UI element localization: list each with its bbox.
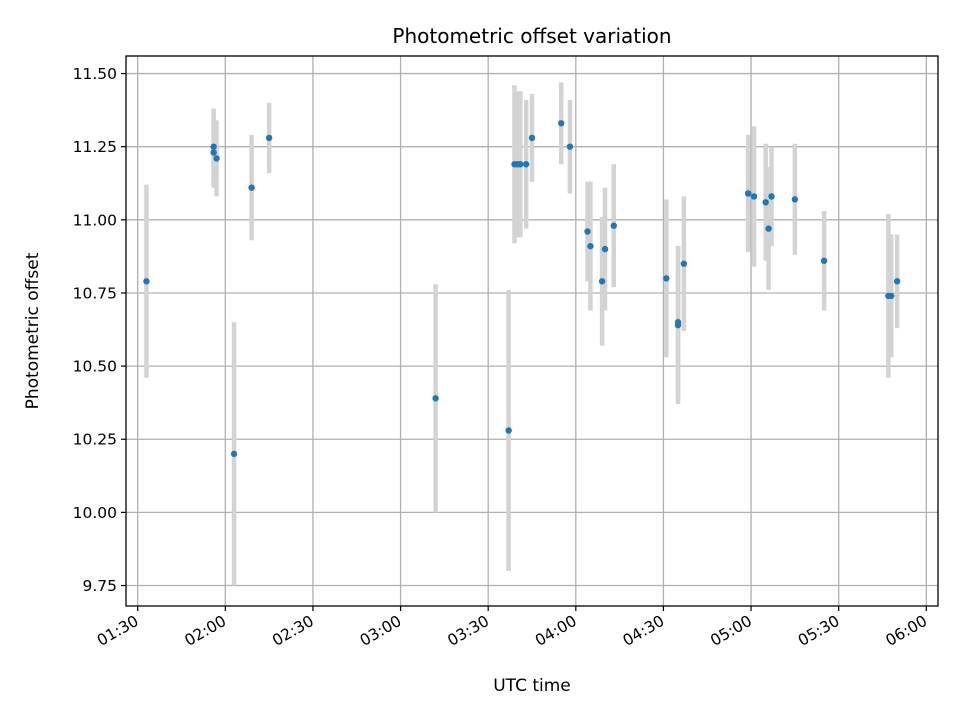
data-point xyxy=(765,225,772,232)
data-point xyxy=(587,242,594,250)
data-point xyxy=(893,278,901,285)
data-point xyxy=(230,450,238,458)
y-tick-label: 11.50 xyxy=(73,65,117,83)
data-point xyxy=(265,134,273,142)
data-point xyxy=(598,278,606,285)
data-point xyxy=(674,319,682,326)
data-point xyxy=(248,184,255,191)
y-tick-label: 9.75 xyxy=(82,577,117,595)
data-point xyxy=(210,143,217,150)
data-point xyxy=(566,143,574,150)
data-point xyxy=(143,278,150,285)
data-point xyxy=(528,134,536,142)
x-axis-label: UTC time xyxy=(493,676,571,696)
data-points xyxy=(143,120,901,458)
data-point xyxy=(750,193,758,200)
data-point xyxy=(663,275,670,282)
y-axis-label: Photometric offset xyxy=(23,252,43,409)
y-tick-label: 10.00 xyxy=(73,504,117,522)
plot-frame xyxy=(125,55,939,607)
data-point xyxy=(680,260,688,267)
chart-title: Photometric offset variation xyxy=(392,24,671,48)
data-point xyxy=(584,228,591,235)
y-tick-label: 11.00 xyxy=(73,211,117,229)
data-point xyxy=(791,196,799,203)
data-point xyxy=(768,193,775,200)
data-point xyxy=(888,292,895,300)
data-point xyxy=(505,427,512,434)
data-point xyxy=(558,120,565,127)
data-point xyxy=(213,155,220,162)
data-point xyxy=(210,149,217,156)
data-point xyxy=(744,190,752,197)
y-tick-label: 11.25 xyxy=(73,138,117,156)
y-tick-label: 10.50 xyxy=(73,358,117,376)
data-point xyxy=(601,245,609,253)
data-point xyxy=(762,199,769,206)
data-point xyxy=(610,222,617,229)
y-axis-ticks: 9.75 10.00 10.25 10.50 10.75 11.00 11.25 11.50 xyxy=(73,65,126,595)
y-tick-label: 10.75 xyxy=(73,284,117,302)
data-point xyxy=(432,395,439,402)
y-tick-label: 10.25 xyxy=(73,431,117,449)
data-point xyxy=(820,257,828,264)
data-point xyxy=(522,161,530,168)
data-point xyxy=(517,161,524,168)
